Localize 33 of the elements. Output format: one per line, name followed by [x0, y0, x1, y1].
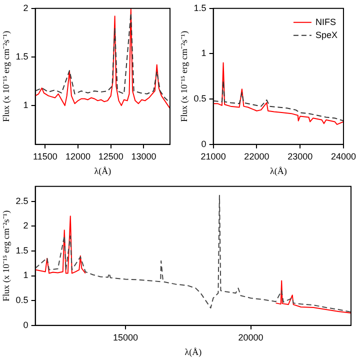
- legend-label: SpeX: [315, 30, 338, 40]
- legend-label: NIFS: [315, 16, 336, 27]
- y-tick-label: 0: [23, 320, 28, 330]
- x-axis-title: λ(Å): [94, 166, 112, 176]
- x-tick-label: 20000: [238, 332, 264, 342]
- x-tick-label: 15000: [112, 332, 138, 342]
- y-axis-title: Flux (x 10⁻¹⁵ erg cm⁻²s⁻¹): [0, 210, 11, 302]
- y-tick-label: 2: [23, 2, 28, 13]
- y-tick-label: 0.5: [194, 94, 206, 104]
- x-tick-label: 12500: [98, 151, 124, 162]
- y-axis-title: Flux (x 10⁻¹⁵ erg cm⁻²s⁻¹): [178, 30, 189, 122]
- y-tick-label: 1.5: [194, 2, 206, 13]
- x-tick-label: 23000: [288, 151, 313, 162]
- y-tick-label: 1: [23, 100, 28, 110]
- x-tick-label: 24000: [330, 151, 356, 162]
- x-tick-label: 13000: [131, 151, 156, 162]
- y-tick-label: 0.5: [16, 295, 28, 306]
- y-axis-title: Flux (x 10⁻¹⁵ erg cm⁻²s⁻¹): [0, 30, 11, 122]
- x-axis-title: λ(Å): [270, 166, 287, 176]
- y-tick-label: 1.5: [16, 51, 28, 62]
- x-axis-title: λ(Å): [184, 346, 202, 357]
- x-tick-label: 12000: [66, 151, 91, 162]
- y-tick-label: 2: [23, 220, 28, 231]
- y-tick-label: 1: [23, 270, 28, 280]
- x-tick-label: 21000: [200, 151, 226, 162]
- y-tick-label: 2.5: [16, 196, 28, 206]
- line-series: [35, 194, 351, 312]
- y-tick-label: 1.5: [16, 245, 28, 256]
- x-tick-label: 22000: [244, 151, 270, 162]
- y-tick-label: 0: [201, 138, 206, 149]
- x-tick-label: 11500: [32, 151, 58, 162]
- line-series: [213, 80, 344, 122]
- y-tick-label: 1: [201, 48, 206, 58]
